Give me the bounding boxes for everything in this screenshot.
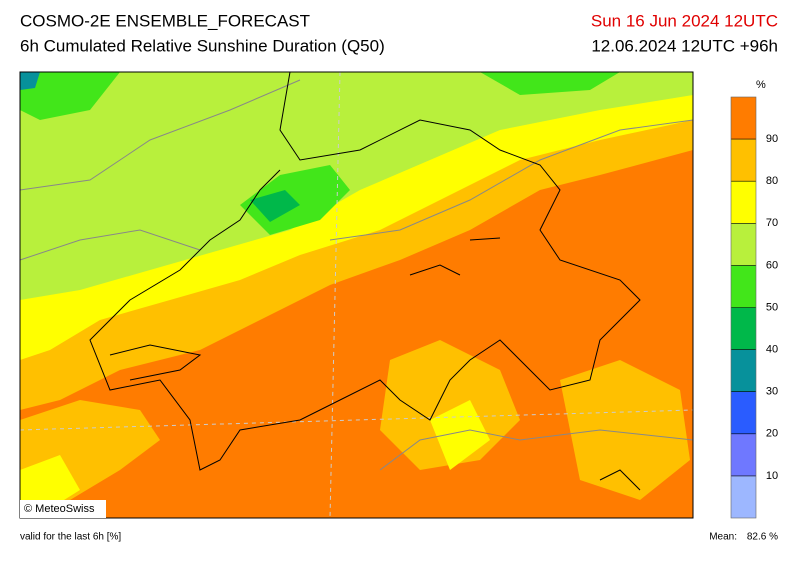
legend-band [731,265,756,308]
legend-band [731,181,756,224]
legend-unit: % [756,79,766,91]
mean-value: 82.6 % [747,532,778,543]
map-field: © MeteoSwiss [19,71,694,519]
legend-tick-label: 20 [766,428,778,440]
legend-tick-label: 70 [766,217,778,229]
legend-tick-label: 40 [766,344,778,356]
legend-band [731,475,756,518]
legend-band [731,223,756,266]
legend-band [731,97,756,140]
legend-tick-label: 50 [766,301,778,313]
legend-band [731,349,756,392]
title: COSMO-2E ENSEMBLE_FORECAST [20,11,310,30]
copyright: © MeteoSwiss [24,503,95,515]
subtitle: 6h Cumulated Relative Sunshine Duration … [20,36,385,55]
valid-time: Sun 16 Jun 2024 12UTC [591,11,778,30]
legend-tick-label: 10 [766,470,778,482]
legend-band [731,139,756,182]
legend-band [731,391,756,434]
legend-band [731,433,756,476]
run-time: 12.06.2024 12UTC +96h [591,36,778,55]
color-legend: % 10 20 30 40 50 60 70 80 90 [730,79,778,519]
legend-tick-label: 30 [766,386,778,398]
legend-tick-label: 80 [766,175,778,187]
validity-note: valid for the last 6h [%] [20,532,121,543]
legend-band [731,307,756,350]
legend-tick-label: 90 [766,133,778,145]
mean-label: Mean: [709,532,737,543]
legend-frame [730,96,757,519]
legend-tick-label: 60 [766,259,778,271]
